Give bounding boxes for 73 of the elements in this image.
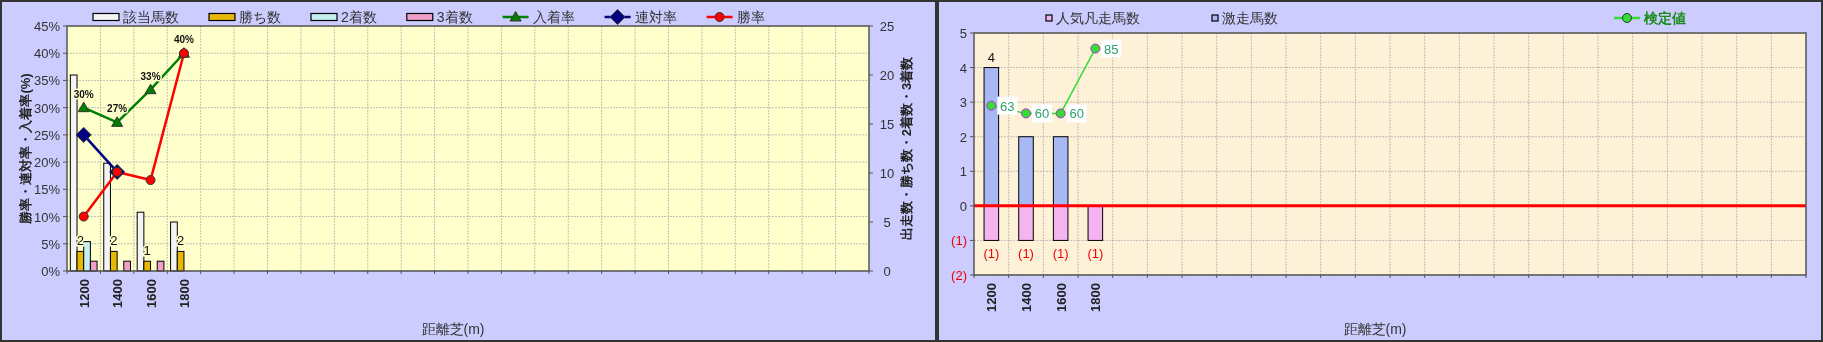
bar bbox=[1052, 205, 1069, 241]
y-tick-label: 2 bbox=[959, 129, 967, 145]
y-tick-label: 40% bbox=[33, 46, 61, 62]
legend-label: 勝ち数 bbox=[239, 9, 281, 25]
bar bbox=[1018, 205, 1034, 241]
data-label: 60 bbox=[1069, 106, 1084, 122]
legend-label: 激走馬数 bbox=[1222, 10, 1278, 26]
y-tick-label: 0 bbox=[959, 198, 967, 214]
y-tick-label: 10% bbox=[33, 209, 61, 225]
x-tick-label: 1400 bbox=[110, 279, 126, 308]
point bbox=[77, 101, 90, 113]
y-tick-label: 0% bbox=[41, 264, 61, 279]
y2-tick-label: 25 bbox=[879, 19, 895, 34]
x-tick-label: 1800 bbox=[176, 279, 192, 308]
y2-tick-label: 10 bbox=[879, 166, 895, 181]
legend-label: 勝率 bbox=[736, 9, 765, 25]
x-tick-label: 1600 bbox=[143, 279, 159, 308]
y-tick-label: (1) bbox=[951, 233, 967, 249]
point bbox=[78, 211, 89, 222]
bar bbox=[1052, 136, 1069, 207]
legend-label: 検定値 bbox=[1643, 10, 1686, 26]
legend-label: 人気凡走馬数 bbox=[1056, 10, 1140, 26]
y2-tick-label: 0 bbox=[883, 264, 891, 279]
point bbox=[144, 83, 157, 95]
bar bbox=[1018, 136, 1034, 207]
x-axis-title: 距離芝(m) bbox=[1343, 321, 1407, 337]
y-tick-label: 25% bbox=[33, 127, 61, 143]
x-tick-label: 1200 bbox=[76, 279, 92, 308]
data-label: 27% bbox=[107, 103, 128, 115]
y-tick-label: 35% bbox=[33, 73, 61, 89]
y2-tick-label: 5 bbox=[883, 215, 891, 230]
x-tick-label: 1600 bbox=[1053, 283, 1069, 312]
x-tick-label: 1400 bbox=[1019, 283, 1034, 312]
y-tick-label: 3 bbox=[959, 95, 967, 111]
legend-label: 入着率 bbox=[532, 9, 575, 25]
y-tick-label: 5 bbox=[959, 26, 967, 41]
y-tick-label: 15% bbox=[33, 182, 61, 198]
x-tick-label: 1200 bbox=[984, 283, 1000, 312]
legend-label: 3着数 bbox=[436, 9, 473, 25]
data-label: 63 bbox=[1000, 98, 1015, 114]
legend-label: 該当馬数 bbox=[123, 9, 179, 25]
data-label: 85 bbox=[1104, 41, 1119, 57]
legend-label: 連対率 bbox=[634, 9, 677, 25]
data-label: 1 bbox=[143, 243, 151, 259]
bar bbox=[983, 205, 1000, 241]
y2-axis-title: 出走数・勝ち数・2着数・3着数 bbox=[899, 55, 914, 241]
y-tick-label: 5% bbox=[41, 236, 61, 252]
data-label: (1) bbox=[1018, 246, 1034, 262]
y-tick-label: 4 bbox=[959, 60, 967, 76]
x-axis-title: 距離芝(m) bbox=[421, 321, 485, 337]
y-tick-label: 30% bbox=[33, 100, 61, 116]
bar bbox=[983, 67, 1000, 207]
y2-tick-label: 15 bbox=[879, 117, 895, 132]
x-tick-label: 1800 bbox=[1088, 283, 1104, 312]
point bbox=[145, 175, 156, 186]
point bbox=[111, 116, 124, 127]
bar bbox=[1087, 205, 1104, 241]
legend-label: 2着数 bbox=[341, 9, 377, 25]
y-tick-label: (2) bbox=[951, 268, 967, 283]
data-label: 40% bbox=[173, 34, 195, 46]
data-label: (1) bbox=[1052, 246, 1069, 262]
data-label: 4 bbox=[987, 49, 995, 65]
y2-tick-label: 20 bbox=[879, 68, 895, 83]
y-tick-label: 1 bbox=[959, 164, 967, 180]
data-label: (1) bbox=[1087, 246, 1104, 262]
data-label: 2 bbox=[110, 233, 118, 249]
y-tick-label: 45% bbox=[33, 19, 61, 34]
data-label: (1) bbox=[983, 246, 1000, 262]
point bbox=[75, 126, 92, 143]
data-label: 33% bbox=[140, 70, 161, 82]
data-label: 60 bbox=[1034, 106, 1050, 122]
y-tick-label: 20% bbox=[33, 155, 61, 171]
y-axis-title: 勝率・連対率・入着率(%) bbox=[18, 73, 33, 225]
